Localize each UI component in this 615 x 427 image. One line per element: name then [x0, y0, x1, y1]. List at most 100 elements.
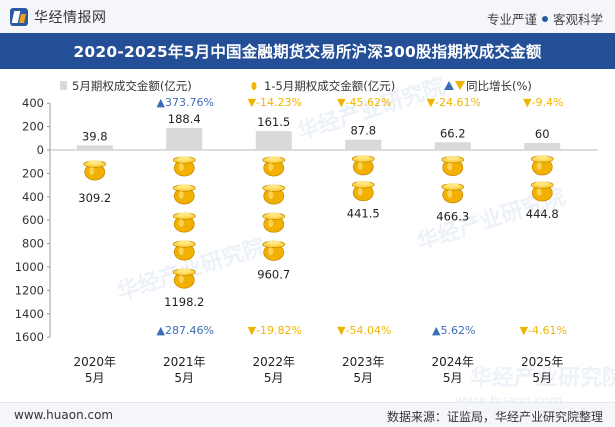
pot-icon-2-0	[262, 156, 286, 177]
x-tick-label-2-0: 2022年	[252, 355, 295, 369]
pot-coins	[356, 181, 371, 186]
footer: www.huaon.com 数据来源：证监局，华经产业研究院整理	[0, 402, 615, 427]
pot-shine	[447, 189, 453, 198]
pot-coins	[445, 183, 460, 188]
yoy-cumulative-4: ▲5.62%	[432, 324, 475, 337]
bar-monthly-4	[434, 142, 471, 150]
pot-coins	[445, 155, 460, 161]
legend-label-yoy: 同比增长(%)	[466, 79, 532, 93]
data-label-cumulative-4: 466.3	[436, 210, 469, 224]
pot-shine	[178, 191, 184, 200]
chart-title: 2020-2025年5月中国金融期货交易所沪深300股指期权成交金额	[73, 43, 542, 61]
pot-icon-3-1	[351, 181, 375, 202]
chart-title-bar: 2020-2025年5月中国金融期货交易所沪深300股指期权成交金额	[0, 33, 615, 69]
pot-coins	[266, 156, 281, 161]
pot-shine	[178, 163, 184, 172]
pot-icon-1-2	[172, 212, 196, 233]
pot-shine	[268, 247, 274, 256]
footer-source: 数据来源：证监局，华经产业研究院整理	[386, 410, 603, 424]
x-tick-label-4-0: 2024年	[431, 355, 474, 369]
legend-pot-icon	[251, 82, 257, 90]
brand[interactable]: 华经情报网	[10, 7, 107, 27]
y-tick-label: 1400	[15, 307, 44, 321]
yoy-monthly-5: ▼-9.4%	[523, 96, 563, 109]
footer-website[interactable]: www.huaon.com	[14, 408, 114, 422]
legend-up-triangle-icon	[444, 81, 454, 90]
x-tick-label-5-0: 2025年	[521, 355, 564, 369]
pot-coins	[177, 212, 192, 217]
x-tick-label-2-1: 5月	[264, 371, 284, 385]
data-label-monthly-3: 87.8	[350, 124, 376, 138]
data-label-cumulative-1: 1198.2	[164, 295, 204, 309]
bar-monthly-0	[76, 145, 113, 150]
y-tick-label: 600	[22, 213, 44, 227]
y-tick-label: 1000	[15, 260, 44, 274]
bar-monthly-1	[166, 127, 203, 150]
x-tick-label-3-0: 2023年	[342, 355, 385, 369]
yoy-cumulative-1: ▲287.46%	[157, 324, 214, 337]
bar-monthly-2	[255, 131, 292, 150]
legend-label-monthly: 5月期权成交金额(亿元)	[72, 79, 192, 93]
y-tick-label: 400	[22, 96, 44, 110]
y-tick-label: 1600	[15, 330, 44, 344]
yoy-cumulative-5: ▼-4.61%	[520, 324, 567, 337]
slogan: 专业严谨 客观科学	[487, 9, 603, 28]
pot-coins	[87, 160, 102, 165]
y-tick-label: 200	[22, 120, 44, 134]
data-label-cumulative-0: 309.2	[78, 191, 111, 205]
yoy-monthly-1: ▲373.76%	[157, 96, 214, 109]
brand-name: 华经情报网	[34, 10, 107, 26]
slogan-right: 客观科学	[552, 12, 603, 27]
x-tick-label-0-1: 5月	[85, 371, 105, 385]
legend-down-triangle-icon	[455, 81, 465, 90]
pot-shine	[178, 247, 184, 256]
pot-shine	[268, 163, 274, 172]
y-tick-label: 200	[22, 166, 44, 180]
yoy-monthly-2: ▼-14.23%	[248, 96, 302, 109]
pot-shine	[357, 161, 363, 170]
top-bar: 华经情报网 专业严谨 客观科学	[0, 0, 615, 34]
pot-coins	[266, 184, 281, 189]
watermark-text: 华经产业研究院	[470, 365, 615, 391]
pot-coins	[356, 155, 371, 160]
pot-shine	[536, 188, 542, 197]
data-label-monthly-5: 60	[535, 127, 550, 141]
pot-coins	[266, 212, 281, 217]
yoy-monthly-3: ▼-45.62%	[337, 96, 391, 109]
x-tick-label-3-1: 5月	[353, 371, 373, 385]
pot-coins	[177, 156, 192, 161]
pot-icon-3-0	[351, 155, 375, 176]
pot-coins	[177, 240, 192, 245]
pot-shine	[268, 191, 274, 200]
pot-shine	[178, 219, 184, 228]
data-label-monthly-1: 188.4	[168, 112, 201, 126]
pot-icon-1-1	[172, 184, 196, 205]
legend-label-cumulative: 1-5月期权成交金额(亿元)	[264, 79, 395, 93]
pot-icon-2-3	[262, 240, 286, 261]
yoy-cumulative-2: ▼-19.82%	[248, 324, 302, 337]
pot-icon-0-0	[83, 160, 107, 181]
pot-coins	[266, 240, 281, 246]
x-tick-label-1-0: 2021年	[163, 355, 206, 369]
pot-icon-4-1	[441, 183, 465, 204]
pot-coins	[535, 181, 550, 186]
pot-icon-1-0	[172, 156, 196, 177]
pot-shine	[268, 219, 274, 228]
pot-icon-5-1	[530, 181, 554, 202]
pot-coins	[177, 268, 192, 273]
pot-icon-2-1	[262, 184, 286, 205]
x-tick-label-4-1: 5月	[443, 371, 463, 385]
pot-icon-2-2	[262, 212, 286, 233]
x-tick-label-5-1: 5月	[532, 371, 552, 385]
y-tick-label: 400	[22, 190, 44, 204]
pot-shine	[536, 162, 542, 171]
x-tick-label-1-1: 5月	[174, 371, 194, 385]
pot-coins	[177, 184, 192, 189]
slogan-left: 专业严谨	[486, 12, 537, 27]
pot-coins	[535, 155, 550, 160]
y-tick-label: 1200	[15, 283, 44, 297]
data-label-monthly-2: 161.5	[257, 115, 290, 129]
y-tick-label: 0	[37, 143, 44, 157]
bar-monthly-5	[524, 142, 561, 150]
